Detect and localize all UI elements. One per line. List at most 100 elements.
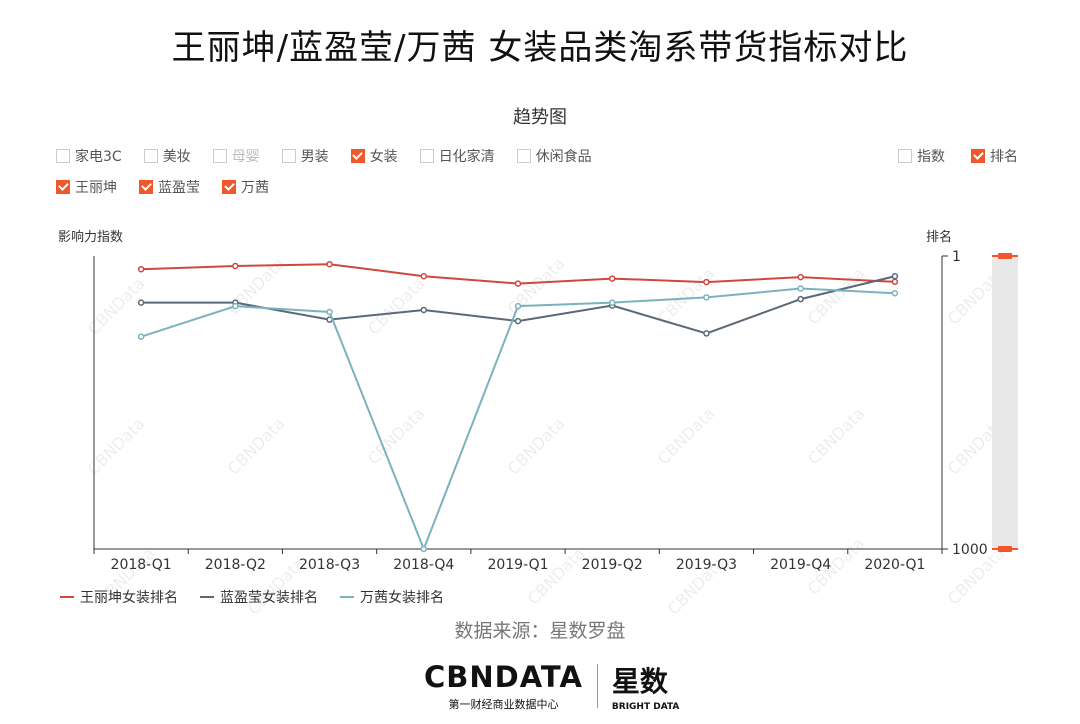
checkbox-icon[interactable] [419,149,434,163]
category-filter-0[interactable]: 家电3C [56,146,122,166]
filter-label: 王丽坤 [75,180,117,196]
person-filters: 王丽坤 蓝盈莹 万茜 [56,177,291,197]
filter-label: 指数 [917,149,945,165]
watermark: CBNData [504,414,569,479]
x-tick-label: 2020-Q1 [864,557,925,573]
watermark: CBNData [224,414,289,479]
checkbox-icon[interactable] [898,149,912,163]
data-point [608,275,616,282]
x-tick-label: 2018-Q3 [299,557,360,573]
x-tick-label: 2019-Q1 [487,557,548,573]
x-tick-label: 2019-Q3 [676,557,737,573]
x-tick-label: 2019-Q2 [582,557,643,573]
filter-label: 蓝盈莹 [158,180,200,196]
category-filter-4[interactable]: 女装 [350,146,398,166]
data-source: 数据来源：星数罗盘 [454,620,626,642]
data-point [326,260,333,268]
category-filter-5[interactable]: 日化家清 [419,146,495,166]
filter-label: 女装 [369,149,398,165]
data-point [514,280,522,287]
chart-subtitle: 趋势图 [513,107,567,128]
data-point [514,302,522,310]
checkbox-icon[interactable] [56,180,70,194]
x-tick-label: 2018-Q4 [393,557,454,573]
legend-item-0: 王丽坤女装排名 [80,589,178,606]
x-tick-label: 2019-Q4 [770,557,831,573]
category-filter-2[interactable]: 母婴 [212,146,260,166]
watermark: CBNData [504,254,569,319]
data-point [326,308,333,316]
zoom-slider-track [992,256,1018,549]
data-point [891,272,899,280]
data-point [137,299,145,306]
logo-divider [596,664,598,708]
filter-label: 美妆 [162,149,191,165]
zoom-handle-bottom-grip [998,546,1012,552]
data-point [420,272,428,280]
watermark: CBNData [654,404,719,469]
person-filter-2[interactable]: 万茜 [222,177,269,197]
filter-label: 休闲食品 [535,149,592,165]
left-axis-label: 影响力指数 [58,230,124,245]
person-filter-0[interactable]: 王丽坤 [56,177,117,197]
person-filter-1[interactable]: 蓝盈莹 [139,177,200,197]
watermark: CBNData [524,544,589,609]
filter-label: 排名 [990,149,1018,165]
category-filter-1[interactable]: 美妆 [143,146,191,166]
legend-item-2: 万茜女装排名 [360,589,444,606]
checkbox-icon[interactable] [212,149,227,163]
data-point [232,262,239,270]
checkbox-icon[interactable] [281,149,296,163]
data-point [797,295,804,303]
category-filter-3[interactable]: 男装 [281,146,329,166]
data-point [797,273,804,281]
data-point [703,330,710,337]
filter-label: 日化家清 [438,149,495,165]
x-tick-label: 2018-Q1 [111,557,172,573]
checkbox-icon[interactable] [222,180,236,194]
chart-title: 王丽坤/蓝盈莹/万茜 女装品类淘系带货指标对比 [171,28,909,68]
cbndata-logo-sub: 第一财经商业数据中心 [448,698,559,711]
category-filter-6[interactable]: 休闲食品 [516,146,592,166]
y-tick-label: 1000 [952,542,988,558]
checkbox-icon[interactable] [350,149,365,163]
data-point [420,306,428,314]
series-line-2 [140,287,895,552]
brightdata-logo: 星数 [611,665,668,698]
data-point [514,317,522,325]
x-tick-label: 2018-Q2 [205,557,266,573]
checkbox-icon[interactable] [139,180,153,194]
cbndata-logo: CBNDATA [424,660,583,694]
metric-filter-1[interactable]: 排名 [971,146,1018,166]
right-axis-label: 排名 [926,230,953,245]
brightdata-logo-sub: BRIGHT DATA [611,702,680,712]
data-point [891,278,899,286]
filter-label: 男装 [300,149,329,165]
watermark: CBNData [364,274,429,339]
checkbox-icon[interactable] [971,149,985,163]
data-point [891,289,899,297]
legend-item-1: 蓝盈莹女装排名 [220,589,318,606]
footer-logo: CBNDATA 第一财经商业数据中心 星数 BRIGHT DATA [424,660,679,712]
watermark: CBNData [364,404,429,469]
data-point [797,285,804,292]
zoom-handle-top-grip [998,253,1012,259]
data-point [137,333,145,340]
filter-label: 母婴 [231,149,260,165]
data-point [137,265,145,273]
data-point [420,545,428,553]
watermark: CBNData [804,404,869,469]
filter-label: 家电3C [75,149,122,165]
metric-filters: 指数 排名 [872,146,1018,166]
metric-filter-0[interactable]: 指数 [898,146,945,166]
data-point [703,278,710,286]
checkbox-icon[interactable] [56,149,70,163]
checkbox-icon[interactable] [516,149,531,163]
checkbox-icon[interactable] [143,149,158,163]
data-point [608,299,616,306]
filter-label: 万茜 [241,180,269,196]
category-filters: 家电3C 美妆 母婴 男装 女装 日化家清 休闲食品 [56,146,614,166]
y-tick-label: 1 [952,249,961,265]
data-point [703,294,710,301]
